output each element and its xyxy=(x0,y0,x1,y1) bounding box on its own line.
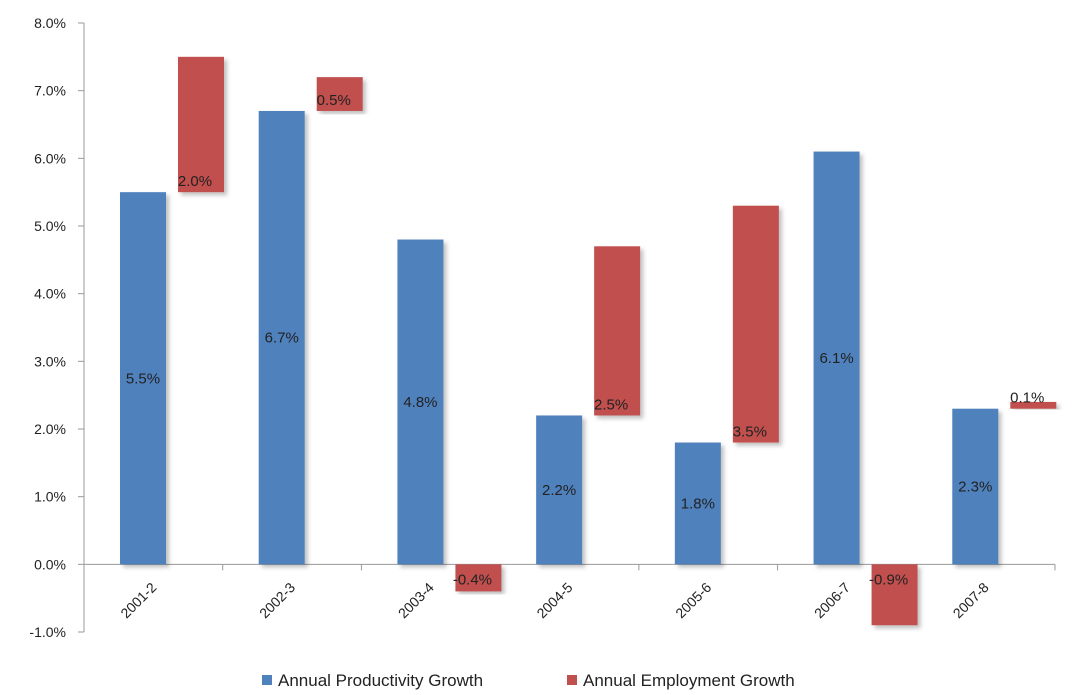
bar-employment xyxy=(455,564,502,592)
data-label-productivity: 2.2% xyxy=(542,482,576,499)
bar-employment xyxy=(594,246,641,416)
bar-employment xyxy=(871,564,918,626)
data-label-employment: 0.1% xyxy=(1010,390,1044,407)
y-tick-label: 0.0% xyxy=(34,556,66,572)
bar-productivity xyxy=(813,151,860,565)
y-tick-label: 4.0% xyxy=(34,286,66,302)
data-label-productivity: 6.1% xyxy=(819,350,853,367)
y-tick-label: 7.0% xyxy=(34,83,66,99)
bar-productivity xyxy=(536,415,583,565)
y-tick-label: -1.0% xyxy=(29,624,66,640)
x-tick-label: 2002-3 xyxy=(256,579,298,621)
data-label-productivity: 2.3% xyxy=(958,479,992,496)
x-tick-label: 2001-2 xyxy=(117,579,159,621)
data-label-productivity: 6.7% xyxy=(265,330,299,347)
bar-employment xyxy=(1010,401,1057,409)
data-label-employment: 0.5% xyxy=(317,92,351,109)
data-label-employment: 3.5% xyxy=(733,424,767,441)
data-label-employment: 2.0% xyxy=(178,173,212,190)
data-label-productivity: 5.5% xyxy=(126,370,160,387)
y-tick-label: 1.0% xyxy=(34,489,66,505)
bar-employment xyxy=(316,77,363,111)
y-tick-label: 8.0% xyxy=(34,15,66,31)
x-tick-label: 2003-4 xyxy=(395,579,437,621)
legend-label-employment: Annual Employment Growth xyxy=(583,671,795,690)
bar-productivity xyxy=(674,442,721,565)
data-label-employment: 2.5% xyxy=(594,396,628,413)
data-label-productivity: 1.8% xyxy=(681,495,715,512)
y-tick-label: 5.0% xyxy=(34,218,66,234)
x-tick-label: 2007-8 xyxy=(950,579,992,621)
x-tick-label: 2004-5 xyxy=(533,579,575,621)
bar-employment xyxy=(732,205,779,443)
data-label-productivity: 4.8% xyxy=(403,394,437,411)
bar-productivity xyxy=(258,110,305,565)
bar-productivity xyxy=(952,408,999,565)
y-tick-label: 3.0% xyxy=(34,353,66,369)
y-tick-label: 2.0% xyxy=(34,421,66,437)
bar-employment xyxy=(178,56,224,193)
x-tick-label: 2005-6 xyxy=(672,579,714,621)
data-label-employment: -0.9% xyxy=(869,571,908,588)
legend-swatch-employment xyxy=(567,675,577,685)
bar-productivity xyxy=(397,239,444,565)
data-label-employment: -0.4% xyxy=(453,571,492,588)
legend-label-productivity: Annual Productivity Growth xyxy=(278,671,483,690)
bar-productivity xyxy=(120,192,166,565)
y-tick-label: 6.0% xyxy=(34,150,66,166)
x-tick-label: 2006-7 xyxy=(811,579,853,621)
legend-swatch-productivity xyxy=(262,675,272,685)
